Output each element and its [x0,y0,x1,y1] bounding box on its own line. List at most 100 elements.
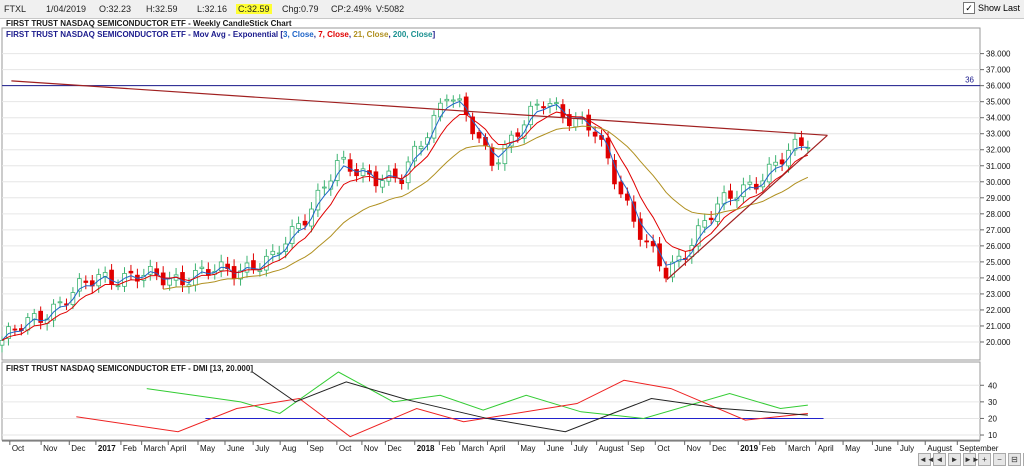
x-tick-label: March [144,444,166,453]
price-tick-label: 28.000 [986,210,1011,219]
change-label: Chg:0.79 [282,4,319,14]
candle-body [154,268,160,276]
price-tick-label: 38.000 [986,50,1011,59]
candle-body [12,328,18,331]
x-tick-label: March [788,444,810,453]
x-tick-label: July [900,444,914,453]
chart-nav-button[interactable]: − [993,453,1006,466]
show-last-checkbox[interactable]: ✓ [962,2,975,14]
candle-body [167,278,172,286]
x-tick-label: September [959,444,998,453]
x-tick-label: Oct [657,444,670,453]
candle-body [515,132,521,137]
price-tick-label: 33.000 [986,130,1011,139]
di-plus-line [146,371,808,419]
price-panel [1,27,981,361]
candle-body [418,145,424,150]
price-tick-label: 37.000 [986,66,1011,75]
show-last-toggle[interactable]: ✓ Show Last [962,2,1020,14]
candle-body [322,186,327,189]
x-tick-label: March [462,444,484,453]
candles-group [0,92,811,353]
candle-body [83,280,89,283]
candle-body [728,190,733,199]
candle-body [444,98,450,102]
x-tick-label: May [845,444,860,453]
candle-body [31,313,37,321]
candle-body [199,266,205,269]
candle-body [676,255,682,262]
ema-21-line [163,125,809,290]
dmi-tick-label: 10 [988,431,997,440]
candle-body [637,218,643,240]
chart-nav-button[interactable]: ◄ [933,453,946,466]
upper-trendline [11,80,828,136]
chart-nav-button[interactable]: ⊟ [1008,453,1021,466]
candle-body [773,161,778,166]
symbol-label: FTXL [4,4,27,14]
chart-nav-button[interactable]: ►► [963,453,980,466]
candle-body [218,261,224,272]
candle-body [489,147,495,166]
x-tick-label: Feb [762,444,776,453]
candle-body [341,156,347,160]
chart-nav-button[interactable]: ► [948,453,961,466]
price-tick-label: 25.000 [986,258,1011,267]
price-y-axis: 38.000 37.000 36.000 35.000 34.000 33.000 32.0… [980,50,1011,347]
x-tick-label: Oct [12,444,25,453]
show-last-label: Show Last [977,3,1020,13]
candle-body [567,114,572,127]
ema-3-line [1,100,808,341]
legend-item: 21, Close [353,30,389,39]
chart-nav-button[interactable]: ◄◄ [918,453,935,466]
x-tick-label: Feb [123,444,137,453]
open-label: O:32.23 [99,4,132,14]
x-tick-label: May [520,444,535,453]
candle-body [412,145,417,162]
price-tick-label: 22.000 [986,306,1011,315]
candle-body [128,270,134,274]
price-tick-label: 23.000 [986,290,1011,299]
candle-body [476,132,482,139]
x-tick-label: August [927,444,953,453]
candle-body [663,267,669,279]
di-minus-line [76,379,808,438]
price-tick-label: 20.000 [986,338,1011,347]
candle-body [238,270,243,280]
legend-item: 200, Close [393,30,433,39]
high-label: H:32.59 [146,4,178,14]
x-tick-label: May [200,444,215,453]
candle-body [502,144,508,165]
candle-body [302,220,308,226]
date-label: 1/04/2019 [46,4,87,14]
price-tick-label: 27.000 [986,226,1011,235]
candle-body [225,263,230,270]
candle-body [747,181,753,185]
candle-body [347,159,353,172]
quote-toolbar: FTXL 1/04/2019 O:32.23 H:32.59 L:32.16 C… [0,0,1024,19]
ema-7-line [1,111,809,341]
x-tick-label: 2018 [417,444,435,453]
lower-trendline [666,134,828,280]
x-tick-label: April [489,444,505,453]
price-tick-label: 32.000 [986,146,1011,155]
x-tick-label: June [547,444,565,453]
candle-body [721,192,727,205]
candle-body [792,138,798,151]
x-tick-label: July [574,444,588,453]
time-x-axis: Oct Nov Dec 2017 Feb March April May June July Aug… [2,440,999,453]
legend-item: 7, Close [318,30,349,39]
x-tick-label: Feb [441,444,455,453]
adx-line [252,371,808,433]
x-tick-label: 2017 [98,444,116,453]
candle-body [702,220,708,228]
candle-body [296,223,301,230]
candle-body [380,180,385,188]
candle-body [205,269,211,276]
chart-nav-button[interactable]: + [978,453,991,466]
candle-body [38,310,44,323]
candle-body [534,103,540,106]
price-grid [2,53,980,343]
candle-body [592,131,598,137]
